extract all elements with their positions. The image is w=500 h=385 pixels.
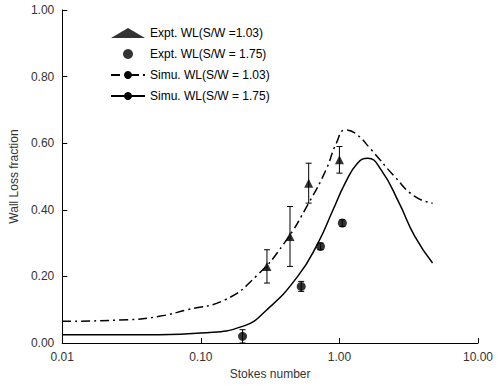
svg-text:0.10: 0.10 [189, 350, 213, 364]
svg-text:Simu. WL(S/W = 1.75): Simu. WL(S/W = 1.75) [150, 89, 270, 103]
svg-text:1.00: 1.00 [31, 3, 55, 17]
svg-text:Stokes number: Stokes number [230, 367, 311, 381]
svg-text:0.01: 0.01 [51, 350, 75, 364]
svg-text:1.00: 1.00 [328, 350, 352, 364]
svg-text:0.20: 0.20 [31, 269, 55, 283]
svg-text:0.00: 0.00 [31, 336, 55, 350]
svg-text:10.00: 10.00 [463, 350, 493, 364]
svg-text:Simu. WL(S/W = 1.03): Simu. WL(S/W = 1.03) [150, 68, 270, 82]
svg-text:0.60: 0.60 [31, 136, 55, 150]
svg-text:Expt. WL(S/W =1.03): Expt. WL(S/W =1.03) [150, 26, 263, 40]
svg-text:0.40: 0.40 [31, 203, 55, 217]
svg-text:Expt. WL(S/W = 1.75): Expt. WL(S/W = 1.75) [150, 47, 266, 61]
svg-text:0.80: 0.80 [31, 70, 55, 84]
svg-text:Wall Loss fraction: Wall Loss fraction [7, 129, 21, 223]
